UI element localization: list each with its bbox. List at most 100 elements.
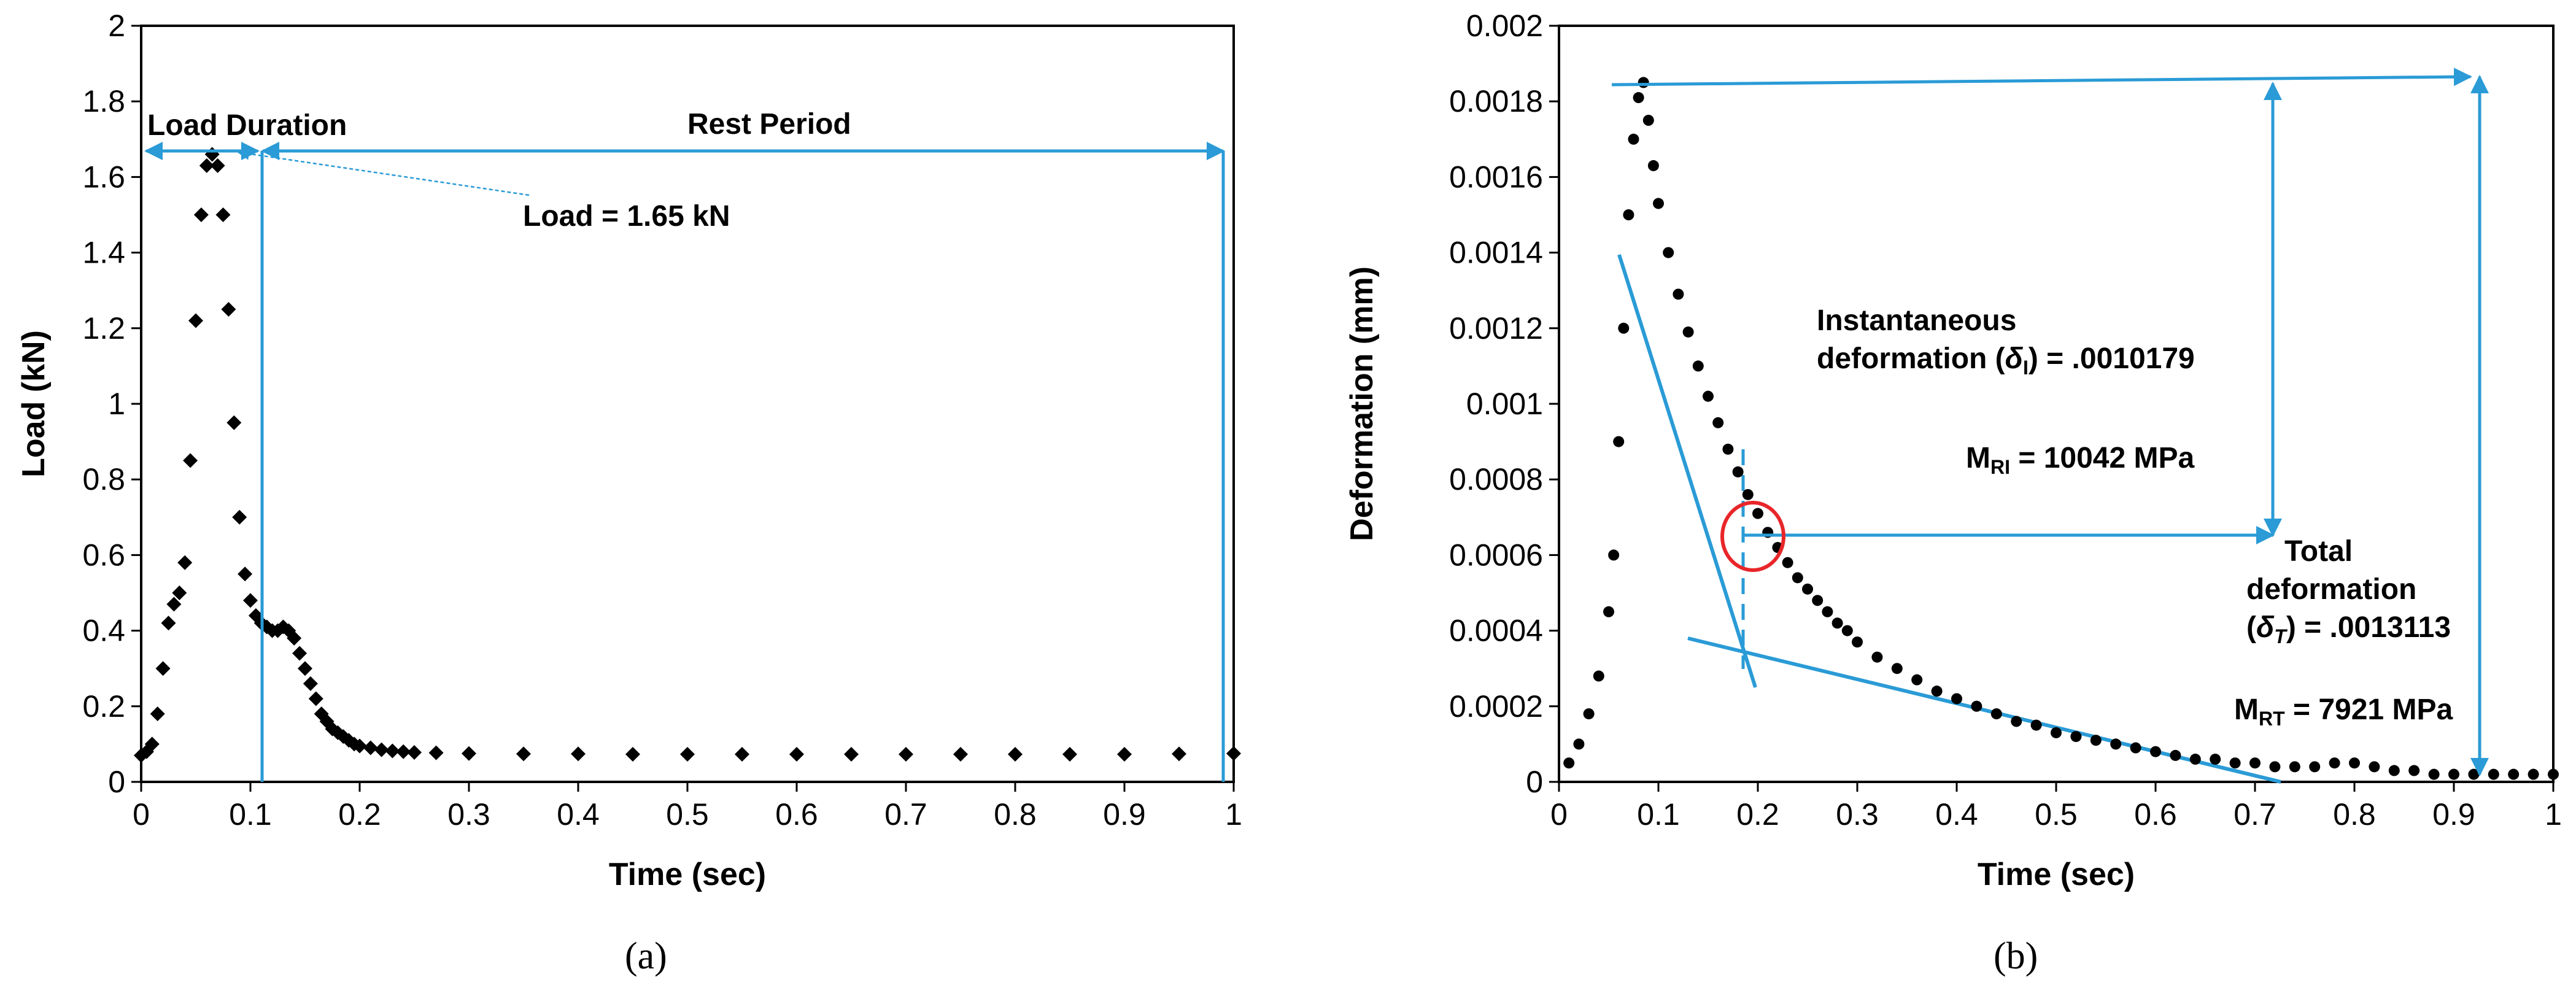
data-point — [308, 691, 323, 706]
chart-b-mrt-subscript: RT — [2259, 708, 2285, 730]
data-point — [298, 661, 312, 676]
chart-b-mrt-prefix: M — [2234, 694, 2259, 726]
data-point — [155, 661, 171, 676]
chart-b-instantaneous-label-line1: Instantaneous — [1817, 304, 2016, 337]
data-point — [352, 738, 367, 754]
data-point — [226, 415, 242, 430]
data-point — [1623, 209, 1634, 220]
data-point — [1911, 674, 1923, 686]
chart-b-mrt-label: MRT = 7921 MPa — [2234, 694, 2453, 730]
chart-b-total-label-line3: (δT) = .0013113 — [2246, 611, 2451, 647]
y-tick-label: 0.0014 — [1449, 236, 1543, 270]
data-point — [396, 744, 411, 759]
data-point — [2548, 768, 2559, 780]
chart-a-panel-label: (a) — [625, 935, 667, 977]
y-tick-label: 2 — [108, 9, 125, 43]
y-tick-label: 0.0018 — [1449, 84, 1543, 118]
data-point — [166, 597, 182, 612]
data-point — [161, 616, 176, 631]
chart-a-load-duration-label: Load Duration — [147, 109, 347, 142]
data-point — [2070, 731, 2082, 743]
chart-a-y-ticks: 0 0.2 0.4 0.6 0.8 1 1.2 1.4 1.6 1.8 2 — [82, 9, 141, 799]
data-point — [1593, 670, 1604, 682]
chart-b-instantaneous-subscript: I — [2023, 357, 2029, 379]
x-tick-label: 0.6 — [775, 797, 818, 832]
data-point — [899, 747, 913, 762]
x-tick-label: 0.8 — [994, 797, 1037, 832]
y-tick-label: 0.6 — [82, 538, 125, 572]
data-point — [221, 302, 236, 317]
y-tick-label: 0.0004 — [1449, 614, 1543, 648]
data-point — [2011, 716, 2022, 727]
chart-b-x-ticks: 0 0.1 0.2 0.3 0.4 0.5 0.6 0.7 0.8 0.9 1 — [1550, 782, 2562, 832]
data-point — [2170, 749, 2181, 761]
chart-a: 0 0.2 0.4 0.6 0.8 1 1.2 1.4 1.6 1.8 2 0 0.1 0.2 0.3 0.… — [16, 9, 1242, 977]
data-point — [1732, 466, 1744, 477]
data-point — [1008, 747, 1023, 762]
data-point — [516, 746, 531, 762]
x-tick-label: 0.3 — [447, 797, 490, 832]
data-point — [2289, 761, 2300, 773]
data-point — [1117, 747, 1132, 762]
data-point — [1647, 160, 1659, 171]
chart-a-load-value-label: Load = 1.65 kN — [523, 200, 730, 233]
y-tick-label: 1.8 — [82, 84, 125, 118]
y-tick-label: 0.8 — [82, 462, 125, 496]
y-tick-label: 0.0016 — [1449, 160, 1543, 194]
data-point — [1692, 360, 1704, 372]
chart-b-total-label-line1: Total — [2284, 535, 2353, 568]
data-point — [1802, 583, 1813, 595]
data-point — [1613, 436, 1625, 447]
chart-b-mri-label: MRI = 10042 MPa — [1966, 442, 2195, 478]
data-point — [2369, 761, 2380, 773]
y-tick-label: 0 — [1526, 765, 1543, 799]
data-point — [844, 747, 859, 762]
data-point — [1172, 746, 1186, 762]
chart-a-rest-period-label: Rest Period — [687, 108, 851, 141]
x-tick-label: 0.2 — [1736, 797, 1779, 832]
data-point — [199, 158, 214, 173]
x-tick-label: 0.1 — [229, 797, 272, 832]
chart-b-total-open: ( — [2246, 611, 2256, 644]
chart-b-instantaneous-value: ) = .0010179 — [2029, 342, 2195, 375]
data-point — [953, 747, 968, 762]
data-point — [1703, 390, 1714, 402]
data-point — [215, 207, 231, 222]
data-point — [1583, 708, 1595, 720]
x-tick-label: 0.8 — [2333, 797, 2376, 832]
x-tick-label: 0.4 — [557, 797, 600, 832]
data-point — [1226, 746, 1241, 761]
data-point — [571, 746, 586, 762]
data-point — [1782, 557, 1793, 568]
data-point — [1852, 636, 1863, 648]
data-point — [177, 555, 193, 570]
data-point — [385, 743, 400, 759]
chart-a-x-axis-title: Time (sec) — [609, 857, 766, 892]
y-tick-label: 1.6 — [82, 160, 125, 194]
data-point — [2488, 768, 2499, 780]
x-tick-label: 0.7 — [884, 797, 927, 832]
chart-b-points — [1563, 77, 2559, 780]
y-tick-label: 1.4 — [82, 236, 125, 270]
data-point — [1638, 77, 1649, 88]
data-point — [1682, 326, 1694, 338]
y-tick-label: 0.002 — [1466, 9, 1543, 43]
x-tick-label: 0.9 — [1103, 797, 1146, 832]
chart-a-x-ticks: 0 0.1 0.2 0.3 0.4 0.5 0.6 0.7 0.8 0.9 1 — [133, 782, 1242, 832]
data-point — [303, 676, 318, 691]
data-point — [2210, 754, 2221, 765]
data-point — [2508, 768, 2520, 780]
data-point — [2229, 757, 2241, 769]
y-tick-label: 0.0008 — [1449, 462, 1543, 496]
chart-b-instantaneous-prefix: deformation ( — [1817, 342, 2005, 375]
data-point — [1663, 247, 1674, 258]
chart-b-panel-label: (b) — [1994, 935, 2038, 977]
chart-b-tangent-line-total — [1687, 636, 2281, 784]
data-point — [1891, 663, 1903, 674]
data-point — [183, 453, 198, 468]
data-point — [232, 509, 247, 525]
data-point — [374, 742, 389, 757]
data-point — [428, 745, 444, 760]
chart-a-load-leader-line — [237, 147, 530, 196]
chart-b: 0 0.0002 0.0004 0.0006 0.0008 0.001 0.0012 0.00… — [1344, 9, 2562, 977]
